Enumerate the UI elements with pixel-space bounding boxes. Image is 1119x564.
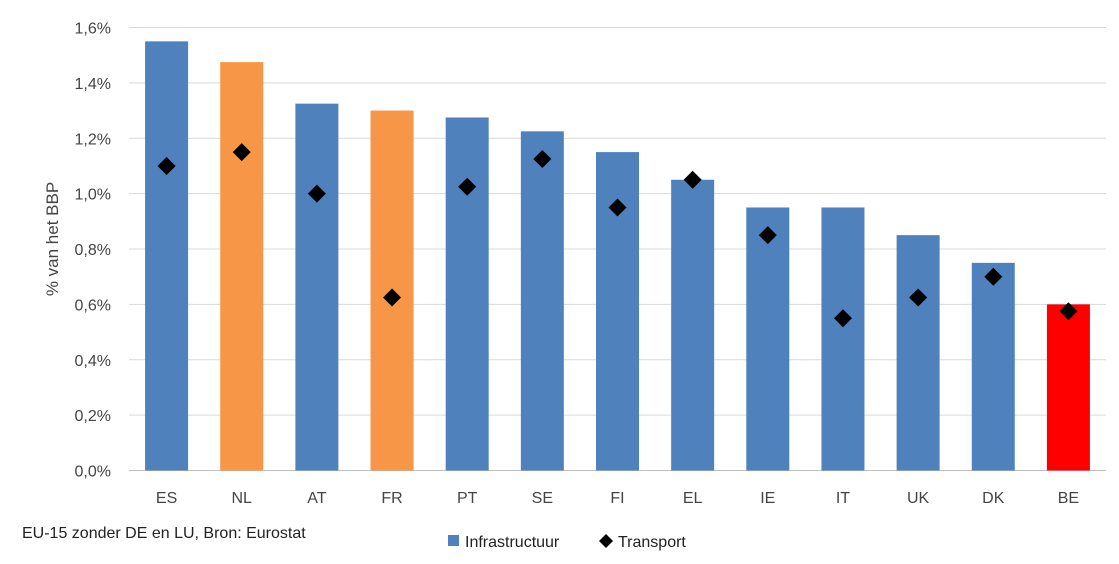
marker-ie	[758, 226, 777, 245]
y-tick-label: 0,8%	[75, 242, 111, 259]
bar-it	[821, 207, 865, 471]
bar-at	[295, 103, 339, 471]
markers	[157, 143, 1078, 328]
y-tick-labels: 0,0% 0,2% 0,4% 0,6% 0,8% 1,0% 1,2% 1,4% 1,6%	[75, 21, 111, 481]
bars	[145, 41, 1090, 471]
marker-be	[1059, 302, 1078, 321]
bar-es	[145, 41, 189, 471]
y-tick-label: 1,6%	[75, 21, 111, 38]
marker-nl	[232, 143, 251, 162]
y-tick-label: 1,2%	[75, 131, 111, 148]
x-tick-label: FR	[381, 490, 402, 507]
marker-fi	[608, 198, 627, 217]
x-tick-label: NL	[232, 490, 253, 507]
x-tick-label: UK	[907, 490, 930, 507]
marker-pt	[458, 177, 477, 196]
bar-dk	[971, 262, 1015, 471]
marker-fr	[383, 288, 402, 307]
x-tick-label: EL	[683, 490, 703, 507]
bar-pt	[445, 117, 489, 471]
bar-se	[520, 131, 564, 471]
source-note: EU-15 zonder DE en LU, Bron: Eurostat	[22, 525, 306, 542]
legend-swatch-infrastructuur	[448, 535, 459, 546]
bar-be	[1046, 304, 1090, 471]
bar-el	[671, 179, 715, 471]
x-tick-label: AT	[307, 490, 326, 507]
bar-nl	[220, 62, 264, 471]
y-tick-label: 1,4%	[75, 76, 111, 93]
x-tick-label: IE	[760, 490, 775, 507]
y-tick-label: 0,4%	[75, 353, 111, 370]
marker-el	[683, 170, 702, 189]
legend-label-infrastructuur: Infrastructuur	[465, 534, 560, 551]
y-tick-label: 0,6%	[75, 297, 111, 314]
marker-dk	[984, 267, 1003, 286]
x-tick-label: BE	[1058, 490, 1079, 507]
marker-at	[307, 184, 326, 203]
legend-label-transport: Transport	[618, 534, 686, 551]
x-tick-label: ES	[156, 490, 177, 507]
y-tick-label: 0,2%	[75, 408, 111, 425]
marker-it	[833, 309, 852, 328]
legend-swatch-transport	[599, 534, 613, 548]
marker-uk	[909, 288, 928, 307]
x-tick-label: PT	[457, 490, 478, 507]
marker-es	[157, 156, 176, 175]
x-tick-label: IT	[836, 490, 850, 507]
legend: Infrastructuur Transport	[448, 534, 686, 551]
x-tick-label: SE	[532, 490, 553, 507]
marker-se	[533, 150, 552, 169]
x-tick-labels: ES NL AT FR PT SE FI EL IE IT UK DK BE	[156, 490, 1079, 507]
y-tick-label: 0,0%	[75, 464, 111, 481]
y-axis-title: % van het BBP	[43, 182, 62, 296]
bar-uk	[896, 235, 940, 471]
x-tick-label: DK	[982, 490, 1005, 507]
y-tick-label: 1,0%	[75, 187, 111, 204]
x-tick-label: FI	[610, 490, 624, 507]
bar-ie	[746, 207, 790, 471]
